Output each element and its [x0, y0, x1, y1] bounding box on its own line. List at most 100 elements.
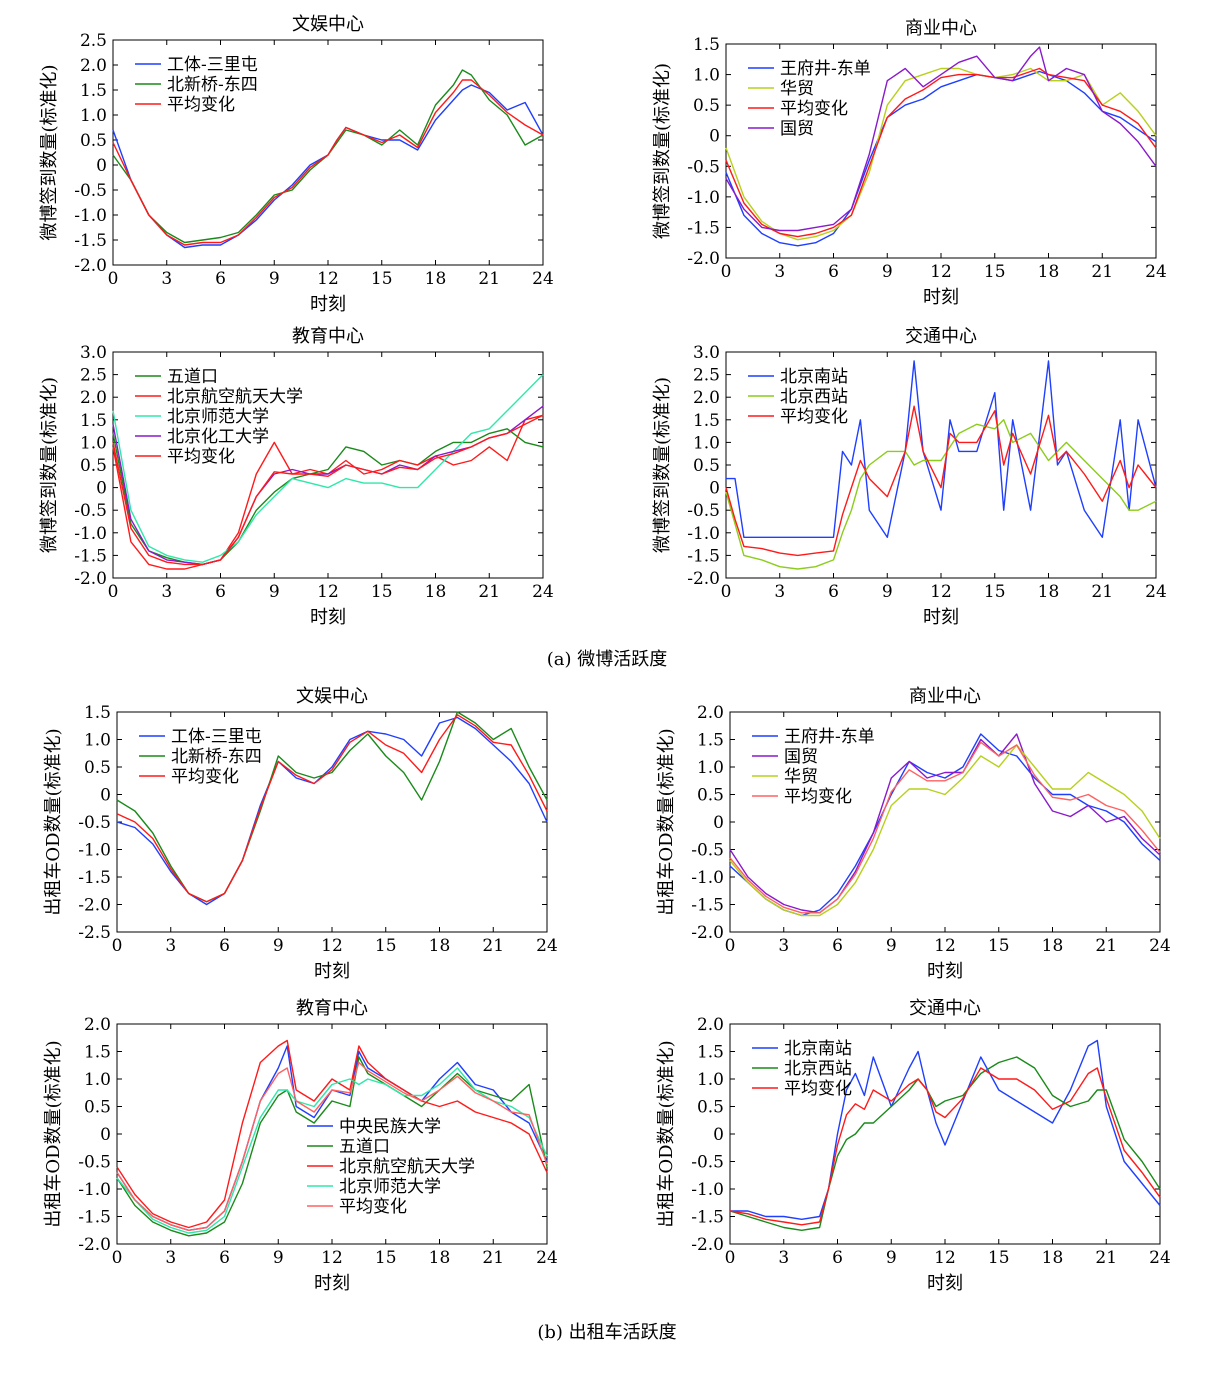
legend-label: 北新桥-东四 [167, 75, 258, 95]
y-tick-label: 0.5 [697, 786, 724, 806]
y-tick-label: -1.5 [687, 546, 720, 566]
y-tick-label: 0 [713, 1125, 724, 1145]
y-tick-label: 0.5 [84, 758, 111, 778]
x-axis-label: 时刻 [927, 961, 963, 982]
chart-title: 交通中心 [905, 326, 977, 347]
x-tick-label: 24 [532, 582, 554, 602]
y-tick-label: -1.0 [687, 524, 720, 544]
y-tick-label: 0.5 [693, 96, 720, 116]
y-tick-label: -1.0 [74, 524, 107, 544]
y-axis-label: 微博签到数量(标准化) [652, 63, 673, 239]
y-tick-label: -2.5 [78, 923, 111, 943]
y-tick-label: 0.5 [697, 1098, 724, 1118]
y-tick-label: -0.5 [691, 1153, 724, 1173]
x-tick-label: 24 [536, 936, 558, 956]
y-axis-label: 出租车OD数量(标准化) [43, 728, 64, 915]
x-tick-label: 3 [774, 262, 785, 282]
series-line-2 [729, 733, 1161, 914]
y-tick-label: -2.0 [687, 569, 720, 589]
x-tick-label: 0 [112, 936, 123, 956]
x-tick-label: 12 [321, 1248, 343, 1268]
y-tick-label: -0.5 [78, 1153, 111, 1173]
x-tick-label: 21 [482, 1248, 504, 1268]
y-tick-label: -1.0 [687, 188, 720, 208]
y-tick-label: 0 [709, 479, 720, 499]
series-line-5 [116, 1061, 548, 1232]
x-tick-label: 12 [317, 269, 339, 289]
y-tick-label: 2.0 [697, 1015, 724, 1035]
x-tick-label: 18 [429, 1248, 451, 1268]
y-tick-label: 1.0 [693, 66, 720, 86]
x-axis-label: 时刻 [314, 961, 350, 982]
x-tick-label: 15 [988, 1248, 1010, 1268]
series-line-1 [725, 70, 1157, 247]
x-tick-label: 21 [1091, 582, 1113, 602]
y-tick-label: 1.0 [84, 731, 111, 751]
y-axis-label: 微博签到数量(标准化) [39, 377, 60, 553]
series-line-3 [725, 67, 1157, 238]
legend-label: 华贸 [780, 79, 814, 99]
legend-label: 平均变化 [784, 1079, 852, 1099]
series-line-3 [112, 374, 544, 563]
chart-6: 商业中心 0 3 6 9 12 15 18 21 24 -2.0 -1.5 -1.0 -0.5 0 0.5 1.… [656, 686, 1171, 982]
y-tick-label: 3.0 [693, 343, 720, 363]
y-tick-label: 1.5 [80, 81, 107, 101]
legend-label: 北京南站 [784, 1039, 852, 1059]
y-tick-label: -1.5 [74, 546, 107, 566]
x-tick-label: 3 [161, 269, 172, 289]
chart-title: 文娱中心 [296, 686, 368, 707]
legend-label: 五道口 [339, 1137, 390, 1157]
y-tick-label: 0.5 [693, 456, 720, 476]
x-tick-label: 15 [984, 262, 1006, 282]
x-tick-label: 24 [1149, 936, 1171, 956]
y-axis-label: 出租车OD数量(标准化) [656, 1040, 677, 1227]
y-tick-label: 2.5 [80, 31, 107, 51]
y-tick-label: 0 [709, 127, 720, 147]
legend-label: 北京西站 [780, 387, 848, 407]
x-tick-label: 15 [371, 582, 393, 602]
series-line-3 [729, 744, 1161, 917]
chart-title: 文娱中心 [292, 14, 364, 35]
y-tick-label: -1.0 [691, 1180, 724, 1200]
x-tick-label: 18 [429, 936, 451, 956]
x-tick-label: 6 [215, 582, 226, 602]
x-tick-label: 0 [725, 1248, 736, 1268]
x-tick-label: 3 [778, 936, 789, 956]
x-tick-label: 3 [161, 582, 172, 602]
y-tick-label: 1.5 [697, 1043, 724, 1063]
y-tick-label: 0 [96, 479, 107, 499]
x-tick-label: 12 [930, 582, 952, 602]
chart-2: 商业中心 0 3 6 9 12 15 18 21 24 -2.0 -1.5 -1.0 -0.5 0 0.5 1.… [652, 18, 1167, 308]
series-line-1 [116, 1045, 548, 1232]
series-line-3 [116, 714, 548, 903]
y-tick-label: -2.0 [687, 249, 720, 269]
legend-label: 北京航空航天大学 [167, 387, 303, 407]
x-axis-label: 时刻 [927, 1273, 963, 1294]
legend-label: 工体-三里屯 [171, 727, 262, 747]
y-tick-label: 2.5 [80, 366, 107, 386]
y-tick-label: -1.5 [687, 218, 720, 238]
x-tick-label: 18 [1038, 582, 1060, 602]
y-tick-label: -1.5 [74, 231, 107, 251]
legend-label: 平均变化 [784, 787, 852, 807]
x-tick-label: 0 [721, 582, 732, 602]
legend-label: 北京南站 [780, 367, 848, 387]
y-tick-label: 2.0 [80, 388, 107, 408]
y-tick-label: -2.0 [691, 923, 724, 943]
series-line-2 [112, 69, 544, 244]
x-tick-label: 15 [371, 269, 393, 289]
x-tick-label: 21 [482, 936, 504, 956]
legend-label: 王府井-东单 [784, 727, 875, 747]
x-tick-label: 0 [721, 262, 732, 282]
y-tick-label: 0.5 [84, 1098, 111, 1118]
x-tick-label: 24 [1145, 262, 1167, 282]
y-tick-label: 2.0 [697, 703, 724, 723]
x-tick-label: 12 [317, 582, 339, 602]
x-axis-label: 时刻 [310, 294, 346, 315]
legend-label: 国贸 [780, 119, 814, 139]
legend-label: 平均变化 [780, 407, 848, 427]
series-line-1 [726, 360, 1157, 538]
